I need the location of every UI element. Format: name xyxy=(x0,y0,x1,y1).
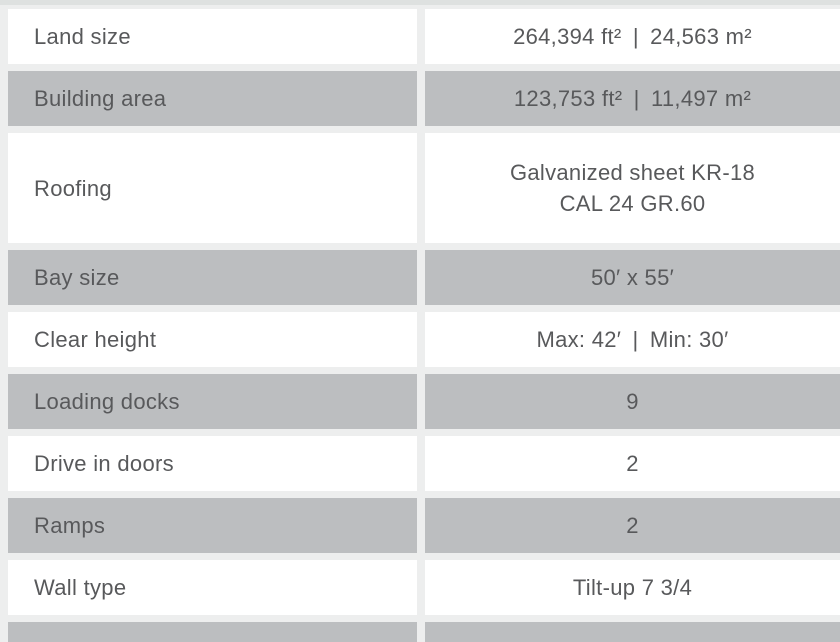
row-value: 9 xyxy=(425,374,840,429)
row-roofing: Roofing Galvanized sheet KR-18 CAL 24 GR… xyxy=(8,133,840,243)
row-building-area: Building area 123,753 ft² | 11,497 m² xyxy=(8,71,840,126)
row-value: 2 xyxy=(425,436,840,491)
row-label: Bay size xyxy=(8,250,417,305)
row-label: Ramps xyxy=(8,498,417,553)
row-ramps: Ramps 2 xyxy=(8,498,840,553)
top-divider xyxy=(0,0,840,5)
row-value: 264,394 ft² | 24,563 m² xyxy=(425,9,840,64)
row-value: 50′ x 55′ xyxy=(425,250,840,305)
row-drive-in-doors: Drive in doors 2 xyxy=(8,436,840,491)
property-specs-table: Land size 264,394 ft² | 24,563 m² Buildi… xyxy=(0,9,840,642)
row-loading-docks: Loading docks 9 xyxy=(8,374,840,429)
row-label: Building area xyxy=(8,71,417,126)
row-value: Max: 42′ | Min: 30′ xyxy=(425,312,840,367)
row-value: 123,753 ft² | 11,497 m² xyxy=(425,71,840,126)
row-value: Tilt-up 7 3/4 xyxy=(425,560,840,615)
row-label xyxy=(8,622,417,642)
row-value: 2 xyxy=(425,498,840,553)
row-label: Roofing xyxy=(8,133,417,243)
row-value xyxy=(425,622,840,642)
row-label: Drive in doors xyxy=(8,436,417,491)
row-wall-type: Wall type Tilt-up 7 3/4 xyxy=(8,560,840,615)
row-label: Clear height xyxy=(8,312,417,367)
row-label: Land size xyxy=(8,9,417,64)
row-label: Wall type xyxy=(8,560,417,615)
row-clear-height: Clear height Max: 42′ | Min: 30′ xyxy=(8,312,840,367)
row-next-cut-off xyxy=(8,622,840,642)
row-value: Galvanized sheet KR-18 CAL 24 GR.60 xyxy=(425,133,840,243)
row-land-size: Land size 264,394 ft² | 24,563 m² xyxy=(8,9,840,64)
row-label: Loading docks xyxy=(8,374,417,429)
row-bay-size: Bay size 50′ x 55′ xyxy=(8,250,840,305)
